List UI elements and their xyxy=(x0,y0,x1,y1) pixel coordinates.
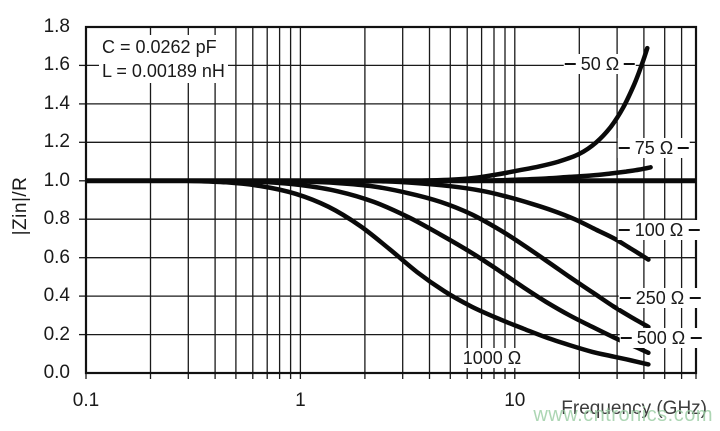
capacitance-value: C = 0.0262 pF xyxy=(102,37,217,57)
curve-label-100-ohm: 100 Ω xyxy=(617,220,701,240)
y-tick-0.0: 0.0 xyxy=(43,362,70,383)
curve-250-ohm xyxy=(264,178,651,330)
y-tick-1.6: 1.6 xyxy=(43,54,70,76)
x-tick-10: 10 xyxy=(504,390,526,411)
curve-label-50-ohm: 50 Ω xyxy=(563,54,637,74)
y-tick-0.6: 0.6 xyxy=(43,246,70,268)
parasitics-annotation: C = 0.0262 pF L = 0.00189 nH xyxy=(99,35,228,83)
y-tick-0.4: 0.4 xyxy=(43,285,70,307)
curve-100-ohm xyxy=(352,178,651,262)
curve-500-ohm xyxy=(223,178,651,356)
curve-50-ohm xyxy=(414,45,650,184)
curve-label-1000-ohm: 1000 Ω xyxy=(461,348,523,368)
curve-label-500-ohm: 500 Ω xyxy=(619,328,703,348)
inductance-value: L = 0.00189 nH xyxy=(102,61,225,81)
curve-1000-ohm xyxy=(186,178,651,367)
watermark-text: www.cntronics.com xyxy=(533,404,713,426)
x-axis-title: Frequency (GHz) xyxy=(561,398,707,419)
y-tick-1.0: 1.0 xyxy=(43,169,70,191)
y-tick-0.8: 0.8 xyxy=(43,208,70,230)
curve-label-75-ohm: 75 Ω xyxy=(617,138,691,158)
y-tick-0.2: 0.2 xyxy=(43,323,70,345)
y-tick-1.2: 1.2 xyxy=(43,131,70,153)
curve-label-250-ohm: 250 Ω xyxy=(618,288,702,308)
y-tick-1.8: 1.8 xyxy=(43,16,70,37)
curve-75-ohm xyxy=(479,165,653,184)
y-tick-1.4: 1.4 xyxy=(43,92,70,114)
x-tick-1: 1 xyxy=(295,390,306,411)
x-tick-0.1: 0.1 xyxy=(72,390,100,411)
